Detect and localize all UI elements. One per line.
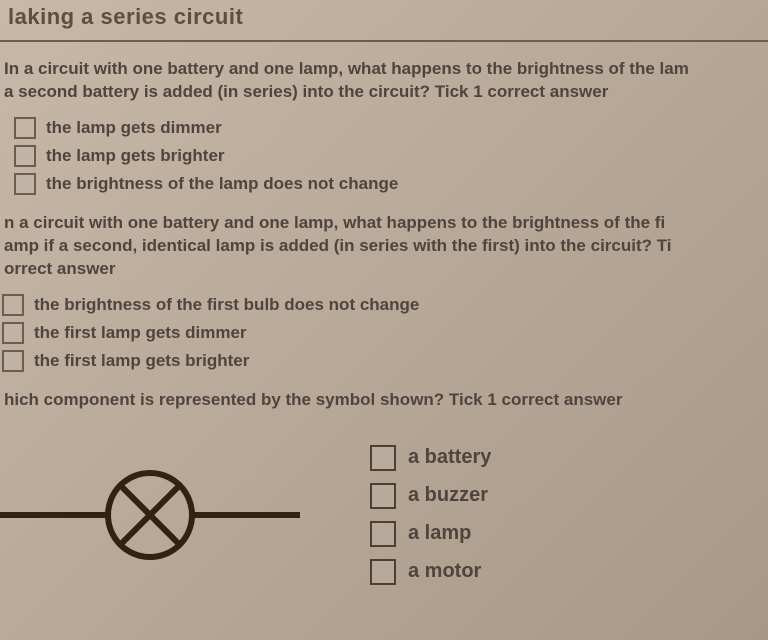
- checkbox[interactable]: [370, 559, 396, 585]
- q3-option-1: a battery: [408, 446, 491, 469]
- q2-option-row: the brightness of the first bulb does no…: [0, 291, 768, 319]
- q2-option-3: the first lamp gets brighter: [34, 351, 249, 371]
- q3-option-2: a buzzer: [408, 484, 488, 507]
- q3-option-row: a lamp: [370, 518, 495, 550]
- q2-option-row: the first lamp gets dimmer: [0, 319, 768, 347]
- checkbox[interactable]: [370, 521, 396, 547]
- divider-line: [0, 40, 768, 42]
- checkbox[interactable]: [2, 322, 24, 344]
- checkbox[interactable]: [370, 445, 396, 471]
- q2-option-row: the first lamp gets brighter: [0, 347, 768, 375]
- q1-option-2: the lamp gets brighter: [46, 146, 225, 166]
- q1-option-row: the lamp gets brighter: [0, 142, 768, 170]
- q3-option-row: a battery: [370, 442, 495, 474]
- q1-option-row: the lamp gets dimmer: [0, 114, 768, 142]
- question-3: hich component is represented by the sym…: [0, 375, 768, 422]
- lamp-symbol-icon: [0, 455, 300, 575]
- question-1-line2: a second battery is added (in series) in…: [4, 82, 608, 101]
- q1-option-row: the brightness of the lamp does not chan…: [0, 170, 768, 198]
- checkbox[interactable]: [14, 145, 36, 167]
- q3-option-3: a lamp: [408, 522, 471, 545]
- question-2: n a circuit with one battery and one lam…: [0, 198, 768, 291]
- symbol-section: a battery a buzzer a lamp a motor: [0, 422, 768, 598]
- q3-option-row: a motor: [370, 556, 495, 588]
- q2-option-1: the brightness of the first bulb does no…: [34, 295, 419, 315]
- q3-option-row: a buzzer: [370, 480, 495, 512]
- checkbox[interactable]: [14, 117, 36, 139]
- checkbox[interactable]: [370, 483, 396, 509]
- q1-option-3: the brightness of the lamp does not chan…: [46, 174, 398, 194]
- checkbox[interactable]: [2, 294, 24, 316]
- question-2-line1: n a circuit with one battery and one lam…: [4, 213, 665, 232]
- checkbox[interactable]: [14, 173, 36, 195]
- question-2-line2: amp if a second, identical lamp is added…: [4, 236, 672, 255]
- q3-options: a battery a buzzer a lamp a motor: [340, 442, 495, 588]
- q2-option-2: the first lamp gets dimmer: [34, 323, 247, 343]
- worksheet-page: laking a series circuit In a circuit wit…: [0, 0, 768, 598]
- question-1: In a circuit with one battery and one la…: [0, 52, 768, 114]
- question-1-line1: In a circuit with one battery and one la…: [4, 59, 689, 78]
- q3-option-4: a motor: [408, 560, 481, 583]
- checkbox[interactable]: [2, 350, 24, 372]
- section-heading: laking a series circuit: [0, 0, 768, 38]
- q1-option-1: the lamp gets dimmer: [46, 118, 222, 138]
- question-3-text: hich component is represented by the sym…: [4, 390, 622, 409]
- question-2-line3: orrect answer: [4, 259, 116, 278]
